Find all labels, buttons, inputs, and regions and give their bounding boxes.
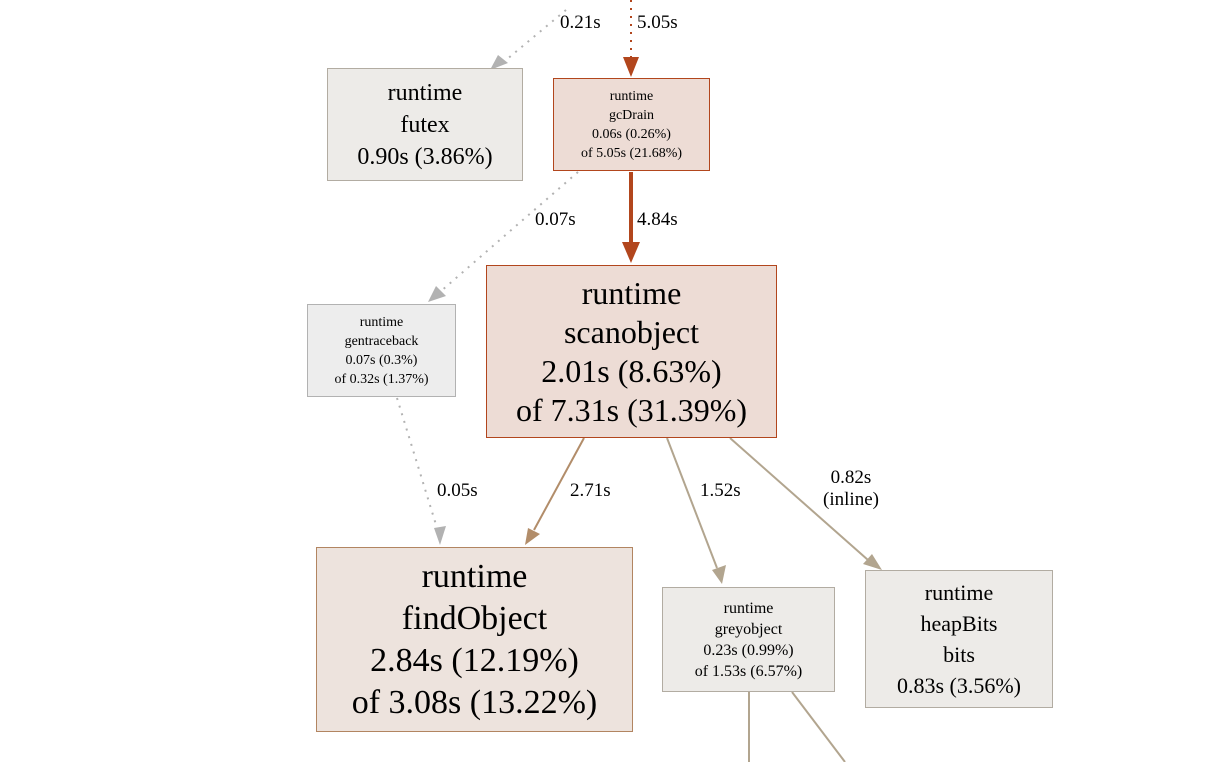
edge-gcDrain-gentraceback[interactable] (439, 171, 579, 293)
node-futex[interactable]: runtime futex 0.90s (3.86%) (327, 68, 523, 181)
node-gentraceback[interactable]: runtime gentraceback 0.07s (0.3%) of 0.3… (307, 304, 456, 397)
node-greyobject-function: greyobject (714, 620, 783, 638)
node-scanobject[interactable]: runtime scanobject 2.01s (8.63%) of 7.31… (486, 265, 777, 438)
edge-label-scanobject-heapBits-note: (inline) (823, 489, 879, 510)
edge-gcDrain-gentraceback-arrowhead (428, 286, 446, 302)
node-gentraceback-cum: of 0.32s (1.37%) (334, 371, 429, 387)
node-greyobject-flat: 0.23s (0.99%) (703, 641, 794, 659)
node-gentraceback-function: gentraceback (344, 333, 419, 349)
node-findObject[interactable]: runtime findObject 2.84s (12.19%) of 3.0… (316, 547, 633, 732)
edge-to-futex[interactable] (499, 9, 567, 66)
node-futex-package: runtime (387, 79, 463, 106)
node-findObject-package: runtime (421, 557, 528, 595)
node-scanobject-package: runtime (581, 274, 682, 311)
edge-scanobject-findObject-arrowhead (525, 528, 540, 545)
node-greyobject-package: runtime (723, 599, 774, 617)
node-gentraceback-flat: 0.07s (0.3%) (345, 352, 418, 368)
edge-scanobject-findObject[interactable] (533, 437, 585, 531)
node-findObject-function: findObject (401, 599, 548, 637)
edge-to-gcDrain-arrowhead (623, 57, 639, 77)
node-heapBits-method: bits (943, 642, 975, 667)
edge-gcDrain-scanobject-arrowhead (622, 242, 640, 263)
edge-label-scanobject-heapBits[interactable]: 0.82s (inline) (818, 467, 884, 511)
node-gcDrain-package: runtime (609, 88, 654, 104)
node-scanobject-function: scanobject (563, 313, 700, 350)
edge-label-scanobject-heapBits-value: 0.82s (830, 467, 872, 488)
edge-scanobject-greyobject-arrowhead (712, 565, 726, 584)
edge-gentraceback-findObject[interactable] (396, 397, 438, 529)
edge-scanobject-heapBits[interactable] (729, 437, 869, 561)
edge-label-to-futex[interactable]: 0.21s (560, 12, 601, 33)
edge-label-scanobject-greyobject[interactable]: 1.52s (700, 480, 741, 501)
edge-scanobject-greyobject[interactable] (666, 437, 718, 569)
edge-label-scanobject-findObject[interactable]: 2.71s (570, 480, 611, 501)
node-greyobject[interactable]: runtime greyobject 0.23s (0.99%) of 1.53… (662, 587, 835, 692)
edge-greyobject-out-2[interactable] (791, 691, 846, 762)
node-greyobject-cum: of 1.53s (6.57%) (694, 662, 803, 680)
node-heapBits-bits[interactable]: runtime heapBits bits 0.83s (3.56%) (865, 570, 1053, 708)
node-scanobject-cum: of 7.31s (31.39%) (515, 391, 748, 428)
node-gcDrain-flat: 0.06s (0.26%) (592, 126, 671, 142)
node-heapBits-package: runtime (924, 580, 994, 605)
edge-scanobject-heapBits-arrowhead (863, 554, 882, 570)
edge-gentraceback-findObject-arrowhead (434, 526, 446, 545)
node-gcDrain-cum: of 5.05s (21.68%) (580, 145, 683, 161)
node-heapBits-flat: 0.83s (3.56%) (896, 673, 1022, 698)
node-gcDrain[interactable]: runtime gcDrain 0.06s (0.26%) of 5.05s (… (553, 78, 710, 171)
node-futex-function: futex (400, 111, 450, 138)
node-futex-flat: 0.90s (3.86%) (357, 143, 493, 170)
node-findObject-flat: 2.84s (12.19%) (370, 641, 579, 679)
node-heapBits-function: heapBits (920, 611, 998, 636)
node-scanobject-flat: 2.01s (8.63%) (541, 352, 722, 389)
node-gcDrain-function: gcDrain (608, 107, 655, 123)
edge-to-futex-arrowhead (490, 55, 508, 70)
node-gentraceback-package: runtime (359, 314, 404, 330)
edge-label-to-gcDrain[interactable]: 5.05s (637, 12, 678, 33)
edge-label-gcDrain-gentraceback[interactable]: 0.07s (535, 209, 576, 230)
edge-label-gentraceback-findObject[interactable]: 0.05s (437, 480, 478, 501)
node-findObject-cum: of 3.08s (13.22%) (351, 683, 598, 721)
edge-label-gcDrain-scanobject[interactable]: 4.84s (637, 209, 678, 230)
